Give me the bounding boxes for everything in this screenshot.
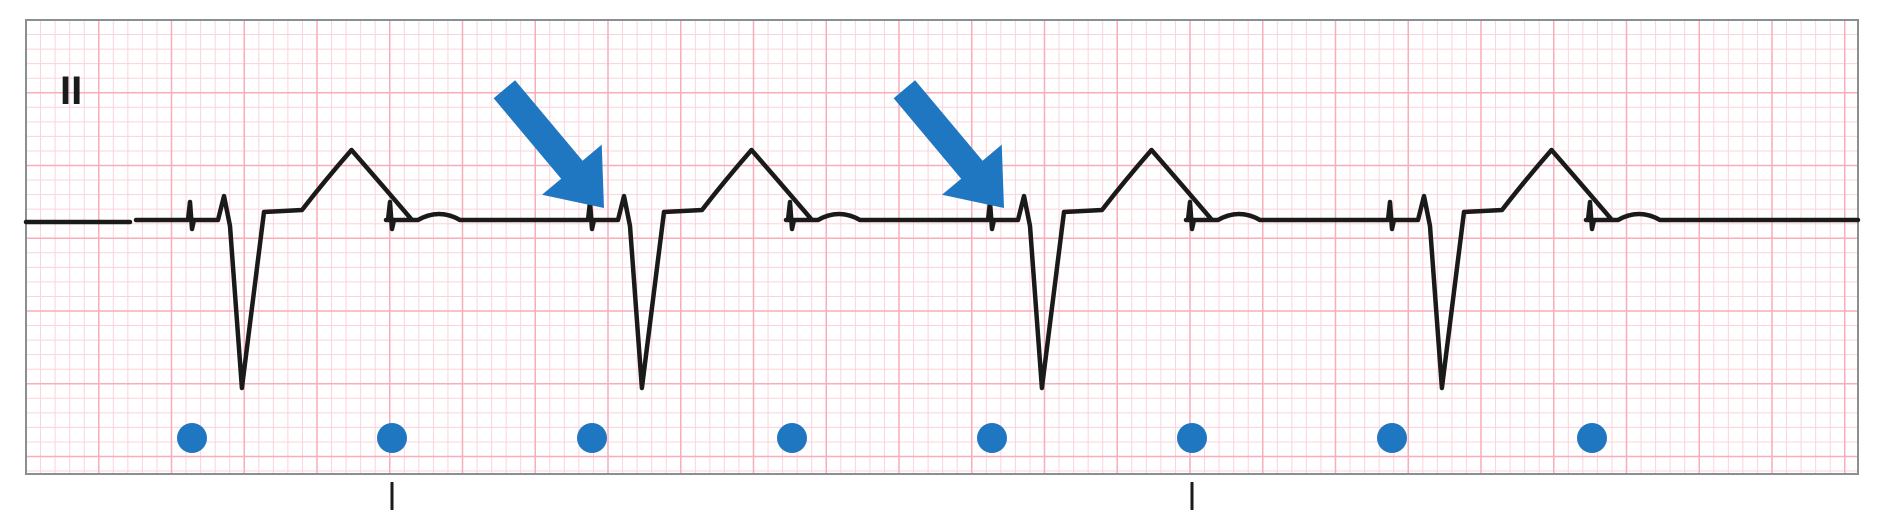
lead-label: II bbox=[60, 69, 82, 113]
ecg-figure: II bbox=[0, 0, 1883, 532]
ecg-svg: II bbox=[0, 0, 1883, 532]
